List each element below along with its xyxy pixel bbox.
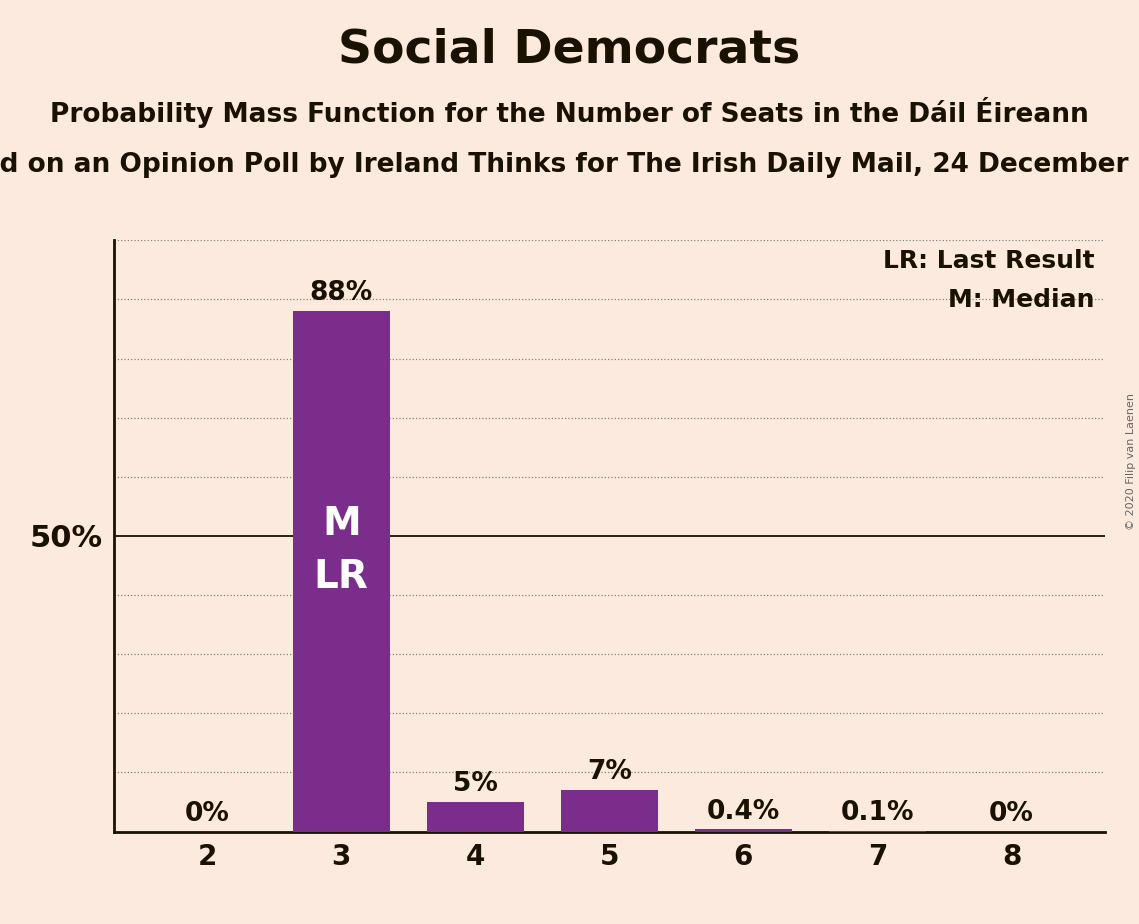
Text: 0%: 0% <box>185 801 230 827</box>
Text: 88%: 88% <box>310 281 372 307</box>
Text: LR: LR <box>314 558 369 596</box>
Bar <box>293 311 390 832</box>
Bar <box>695 829 792 832</box>
Text: © 2020 Filip van Laenen: © 2020 Filip van Laenen <box>1126 394 1136 530</box>
Text: Probability Mass Function for the Number of Seats in the Dáil Éireann: Probability Mass Function for the Number… <box>50 97 1089 128</box>
Text: M: M <box>322 505 361 543</box>
Text: Social Democrats: Social Democrats <box>338 28 801 73</box>
Text: 0.1%: 0.1% <box>841 800 915 826</box>
Text: LR: Last Result: LR: Last Result <box>884 249 1095 274</box>
Bar <box>427 802 524 832</box>
Bar <box>562 790 657 832</box>
Text: 0.4%: 0.4% <box>707 798 780 824</box>
Text: 7%: 7% <box>587 760 632 785</box>
Text: 5%: 5% <box>453 772 498 797</box>
Text: Based on an Opinion Poll by Ireland Thinks for The Irish Daily Mail, 24 December: Based on an Opinion Poll by Ireland Thin… <box>0 152 1139 178</box>
Text: M: Median: M: Median <box>949 287 1095 311</box>
Text: 0%: 0% <box>989 801 1034 827</box>
